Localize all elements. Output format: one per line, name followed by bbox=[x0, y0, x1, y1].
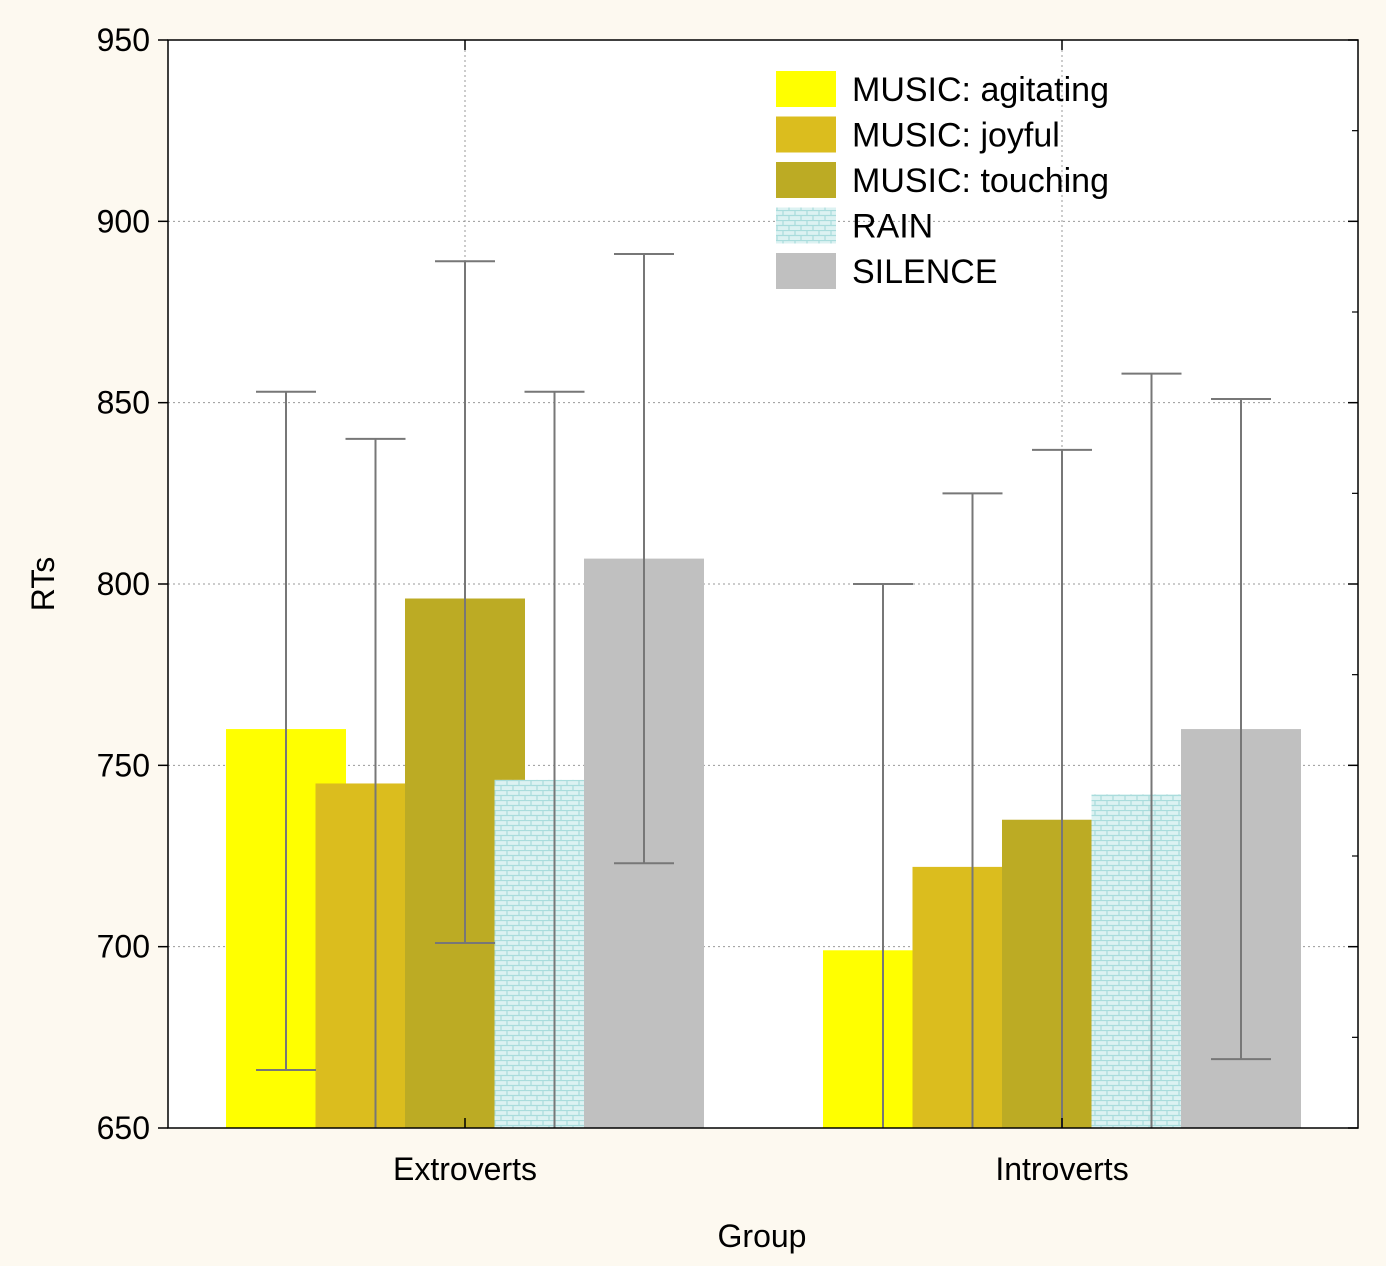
legend-label: MUSIC: agitating bbox=[852, 71, 1109, 109]
y-tick-label: 850 bbox=[97, 385, 150, 421]
y-tick-label: 650 bbox=[97, 1110, 150, 1146]
legend-label: MUSIC: touching bbox=[852, 162, 1109, 200]
legend-label: MUSIC: joyful bbox=[852, 117, 1060, 155]
axis-ticks: 650 700 750 800 850 900 950 Extroverts Introvert… bbox=[97, 22, 1358, 1187]
legend-swatch bbox=[776, 71, 836, 107]
legend-label: RAIN bbox=[852, 208, 933, 246]
x-tick-label: Introverts bbox=[995, 1151, 1128, 1187]
legend: MUSIC: agitating MUSIC: joyful MUSIC: touc… bbox=[776, 71, 1109, 291]
y-tick-label: 750 bbox=[97, 747, 150, 783]
legend-swatch bbox=[776, 162, 836, 198]
y-tick-label: 950 bbox=[97, 22, 150, 58]
x-axis-title: Group bbox=[718, 1218, 807, 1254]
y-tick-label: 900 bbox=[97, 203, 150, 239]
grid bbox=[168, 40, 1358, 1128]
x-tick-label: Extroverts bbox=[393, 1151, 537, 1187]
legend-swatch bbox=[776, 116, 836, 153]
y-tick-label: 700 bbox=[97, 929, 150, 965]
legend-label: SILENCE bbox=[852, 253, 998, 291]
y-axis-title: RTs bbox=[25, 557, 61, 612]
legend-swatch bbox=[776, 207, 836, 244]
error-bars bbox=[256, 252, 1271, 1128]
legend-swatch bbox=[776, 253, 836, 289]
y-tick-label: 800 bbox=[97, 566, 150, 602]
